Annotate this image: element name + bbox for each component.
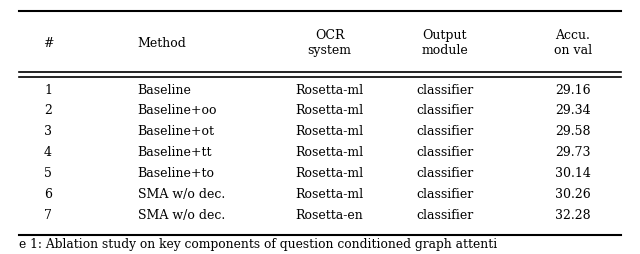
Text: Rosetta-ml: Rosetta-ml xyxy=(296,146,364,159)
Text: classifier: classifier xyxy=(416,167,474,180)
Text: Method: Method xyxy=(138,37,186,50)
Text: 5: 5 xyxy=(44,167,52,180)
Text: Rosetta-ml: Rosetta-ml xyxy=(296,188,364,201)
Text: Baseline+tt: Baseline+tt xyxy=(138,146,212,159)
Text: Rosetta-ml: Rosetta-ml xyxy=(296,167,364,180)
Text: classifier: classifier xyxy=(416,146,474,159)
Text: 4: 4 xyxy=(44,146,52,159)
Text: Baseline+to: Baseline+to xyxy=(138,167,214,180)
Text: Rosetta-ml: Rosetta-ml xyxy=(296,84,364,97)
Text: Baseline: Baseline xyxy=(138,84,191,97)
Text: 32.28: 32.28 xyxy=(555,209,591,222)
Text: classifier: classifier xyxy=(416,209,474,222)
Text: classifier: classifier xyxy=(416,125,474,138)
Text: 30.14: 30.14 xyxy=(555,167,591,180)
Text: e 1: Ablation study on key components of question conditioned graph attenti: e 1: Ablation study on key components of… xyxy=(19,238,497,251)
Text: Rosetta-en: Rosetta-en xyxy=(296,209,364,222)
Text: classifier: classifier xyxy=(416,84,474,97)
Text: 1: 1 xyxy=(44,84,52,97)
Text: 3: 3 xyxy=(44,125,52,138)
Text: Rosetta-ml: Rosetta-ml xyxy=(296,104,364,118)
Text: 30.26: 30.26 xyxy=(555,188,591,201)
Text: 29.16: 29.16 xyxy=(555,84,591,97)
Text: SMA w/o dec.: SMA w/o dec. xyxy=(138,209,225,222)
Text: SMA w/o dec.: SMA w/o dec. xyxy=(138,188,225,201)
Text: 29.73: 29.73 xyxy=(555,146,591,159)
Text: Baseline+ot: Baseline+ot xyxy=(138,125,214,138)
Text: 2: 2 xyxy=(44,104,52,118)
Text: classifier: classifier xyxy=(416,104,474,118)
Text: 6: 6 xyxy=(44,188,52,201)
Text: 7: 7 xyxy=(44,209,52,222)
Text: 29.58: 29.58 xyxy=(555,125,591,138)
Text: Output
module: Output module xyxy=(421,29,468,57)
Text: Baseline+oo: Baseline+oo xyxy=(138,104,217,118)
Text: #: # xyxy=(43,37,53,50)
Text: Accu.
on val: Accu. on val xyxy=(554,29,592,57)
Text: classifier: classifier xyxy=(416,188,474,201)
Text: OCR
system: OCR system xyxy=(308,29,351,57)
Text: Rosetta-ml: Rosetta-ml xyxy=(296,125,364,138)
Text: 29.34: 29.34 xyxy=(555,104,591,118)
